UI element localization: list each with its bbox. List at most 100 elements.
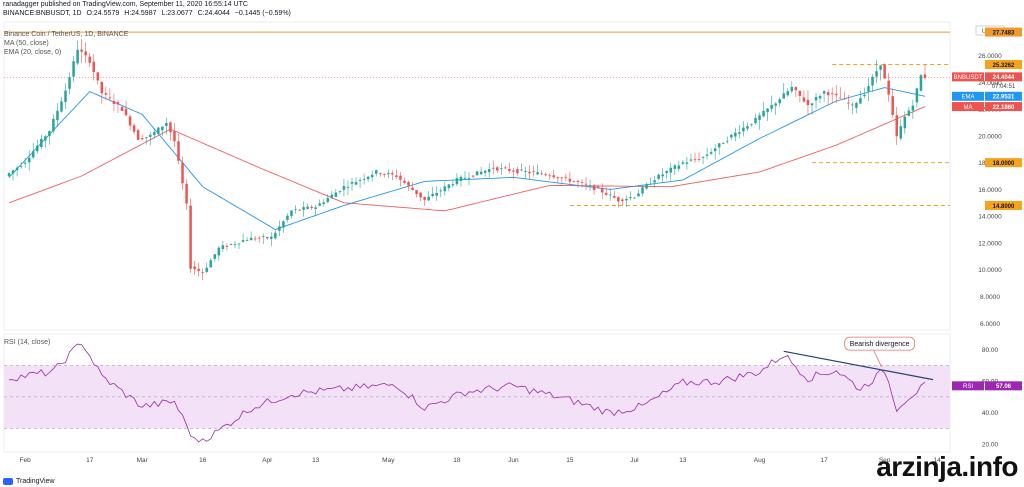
- tradingview-logo[interactable]: TradingView: [3, 478, 55, 485]
- x-tick-label: Feb: [20, 457, 32, 464]
- candle-body: [463, 177, 467, 179]
- tag-top-level-bg: [985, 27, 1022, 37]
- candle-body: [641, 187, 644, 194]
- candle-body: [883, 64, 886, 79]
- candle-body: [290, 210, 293, 216]
- candle-body: [625, 198, 628, 201]
- chart-title[interactable]: Binance Coin / TetherUS, 1D, BINANCE: [4, 31, 129, 38]
- candle-body: [705, 154, 709, 156]
- candle-body: [580, 181, 584, 183]
- price-tick-label: 12.0000: [978, 240, 1002, 247]
- tag-support-mid-value: 18.0000: [993, 161, 1015, 167]
- x-tick-label: 14: [933, 457, 941, 464]
- candle-body: [383, 174, 386, 175]
- candle-body: [112, 100, 116, 105]
- candle-body: [689, 159, 693, 161]
- candle-body: [717, 143, 721, 148]
- candle-body: [148, 134, 152, 137]
- candle-body: [153, 131, 156, 136]
- candle-body: [322, 202, 326, 205]
- candle-body: [419, 192, 422, 198]
- candle-body: [391, 173, 394, 175]
- candle-body: [875, 71, 878, 77]
- candle-body: [548, 175, 551, 177]
- candle-body: [919, 75, 923, 91]
- annotation-text: Bearish divergence: [850, 341, 910, 348]
- candle-body: [734, 132, 737, 137]
- candle-body: [693, 159, 697, 161]
- candle-body: [169, 122, 172, 133]
- candle-body: [245, 240, 249, 241]
- x-tick-label: 17: [86, 457, 94, 464]
- candle-body: [806, 99, 810, 106]
- candle-body: [286, 215, 289, 220]
- candle-body: [378, 173, 382, 175]
- candle-body: [52, 118, 55, 132]
- ohlc-change: −0.1445 (−0.59%): [234, 10, 291, 17]
- candle-body: [822, 91, 826, 94]
- candle-body: [512, 170, 515, 172]
- candle-body: [649, 183, 652, 185]
- ema-legend[interactable]: EMA (20, close, 0): [4, 49, 62, 56]
- candle-body: [266, 237, 269, 239]
- candle-body: [15, 167, 19, 171]
- candle-body: [645, 184, 648, 189]
- price-tick-label: 24.0000: [978, 80, 1002, 87]
- ma50-line: [8, 106, 926, 212]
- tag-ma-value: 22.1860: [993, 105, 1015, 111]
- candle-body: [92, 61, 96, 72]
- tag-ema-name-bg: [952, 91, 984, 101]
- candle-body: [217, 247, 221, 256]
- candle-body: [754, 117, 757, 124]
- candle-body: [608, 194, 612, 196]
- candle-body: [253, 238, 257, 240]
- candle-body: [88, 56, 91, 63]
- candle-body: [270, 236, 273, 240]
- x-tick-label: May: [382, 457, 395, 464]
- candle-body: [588, 185, 592, 187]
- candle-body: [536, 172, 539, 175]
- candle-body: [738, 132, 741, 134]
- candle-body: [294, 209, 297, 210]
- candle-body: [810, 103, 814, 106]
- candle-body: [508, 168, 511, 171]
- candle-body: [11, 170, 15, 174]
- candle-body: [750, 123, 753, 125]
- ma-legend[interactable]: MA (50, close): [4, 40, 49, 47]
- candle-body: [818, 96, 822, 99]
- candle-body: [403, 180, 406, 183]
- candle-body: [500, 167, 503, 169]
- candle-body: [766, 108, 769, 113]
- candle-body: [661, 174, 664, 177]
- candle-body: [338, 191, 342, 193]
- candle-body: [596, 186, 600, 188]
- candle-body: [350, 182, 354, 184]
- candle-body: [72, 61, 75, 77]
- ohlc-open: O:24.5579: [86, 10, 120, 17]
- tag-support-low-bg: [985, 200, 1022, 210]
- tag-rsi-bg: [985, 381, 1022, 391]
- tag-ema-value: 22.9531: [993, 95, 1015, 101]
- x-tick-label: Apr: [262, 457, 273, 464]
- candle-body: [415, 190, 418, 195]
- candle-body: [257, 237, 261, 239]
- candle-body: [298, 209, 301, 211]
- candle-body: [40, 138, 43, 147]
- rsi-line: [8, 343, 926, 443]
- candle-body: [132, 125, 136, 132]
- candle-body: [471, 175, 475, 177]
- tag-last-price-name-bg: [952, 72, 984, 82]
- candle-body: [84, 51, 87, 56]
- candle-body: [346, 186, 350, 188]
- candle-body: [814, 97, 818, 101]
- x-tick-label: 17: [820, 457, 828, 464]
- candle-body: [261, 236, 265, 238]
- rsi-legend[interactable]: RSI (14, close): [4, 339, 51, 346]
- candle-body: [451, 184, 455, 186]
- ema20-line: [8, 87, 926, 231]
- tag-resistance-value: 25.3262: [993, 63, 1015, 69]
- candle-body: [104, 93, 108, 95]
- candle-body: [7, 173, 11, 177]
- candle-body: [407, 181, 410, 186]
- ohlc-high: H:24.5987: [124, 10, 157, 17]
